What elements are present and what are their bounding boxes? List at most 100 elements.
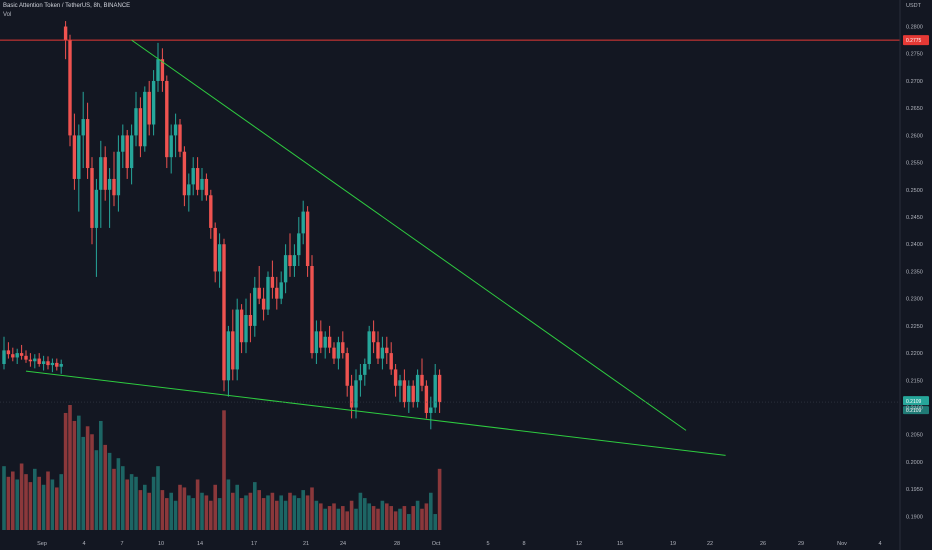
volume-bar [235,484,239,530]
candle-body [279,282,283,299]
candle-body [72,135,77,179]
price-tick: 0.2750 [906,52,923,58]
candle-body [173,124,178,136]
volume-bar [363,498,367,530]
candle-body [77,135,81,179]
candle-body [314,331,319,354]
candle-body [336,342,341,359]
time-tick: 4 [82,541,85,547]
volume-bar [283,500,288,530]
volume-bar [151,476,156,530]
volume-bar [349,500,354,530]
volume-bar [319,503,323,530]
volume-bar [248,492,253,530]
time-tick: 17 [251,541,257,547]
candle-body [283,255,288,283]
volume-bar [129,474,134,530]
time-tick: 8 [522,541,525,547]
time-tick: 10 [158,541,164,547]
candle-body [266,276,270,310]
volume-bar [55,487,59,530]
price-axis: 0.2800 0.2750 0.2700 0.2650 0.2600 0.2550 0.25… [899,0,923,550]
volume-bar [143,484,147,530]
candle-body [257,287,261,299]
candle-body [182,151,187,196]
candle-body [187,184,191,196]
volume-bar [305,495,310,530]
time-tick: 12 [576,541,582,547]
candle-body [165,80,169,158]
candle-body [37,358,41,364]
volume-bar [72,420,77,530]
time-tick: 24 [340,541,346,547]
volume-bar [217,498,222,530]
volume-bar [358,492,363,530]
volume-bar [11,471,15,530]
price-tick: 0.2650 [906,106,923,112]
candle-body [305,211,310,267]
currency-label: USDT [906,3,921,9]
volume-bar [270,492,275,530]
candle-body [327,336,332,348]
volume-bar [411,506,415,530]
volume-bar [63,412,68,530]
volume-bar [138,490,143,530]
volume-bar [81,436,85,530]
volume-bar [310,487,314,530]
volume-bar [94,450,99,530]
candle-body [319,331,323,348]
volume-bar [398,508,402,530]
volume-bar [19,463,24,530]
time-tick: 15 [617,541,623,547]
volume-bar [253,482,257,530]
candle-body [46,361,50,366]
candle-body [349,385,354,408]
candle-body [402,380,407,403]
volume-bar [231,492,235,530]
price-tick: 0.2000 [906,460,923,466]
price-tick: 0.2450 [906,215,923,221]
price-tick: 0.2200 [906,351,923,357]
candle-body [6,350,11,355]
candle-body [424,385,429,413]
volume-bar [244,495,248,530]
volume-bar [345,511,349,530]
price-tick: 0.2600 [906,133,923,139]
price-tick: 0.2400 [906,242,923,248]
candle-body [94,189,99,228]
horizontal-line-badge [903,35,929,46]
volume-bar [424,503,429,530]
last-price-secondary-badge [903,406,929,415]
candle-body [63,26,68,41]
candle-body [415,374,420,403]
price-tick: 0.2300 [906,297,923,303]
candle-body [11,354,15,358]
volume-bar [437,468,442,530]
price-tick: 0.2700 [906,79,923,85]
candle-body [367,331,371,364]
candles [2,21,442,430]
candle-body [81,119,85,136]
volume-bar [169,492,173,530]
candle-body [195,168,200,190]
time-tick: 7 [120,541,123,547]
candle-body [24,355,28,360]
candle-body [85,119,90,169]
candle-body [363,363,367,375]
volume-bar [288,492,292,530]
candle-body [411,385,415,403]
trendline-lower[interactable] [25,370,726,456]
price-tick: 0.2100 [906,406,923,412]
candle-body [125,135,129,169]
volume-bar [28,482,33,530]
candle-body [41,361,46,364]
volume-bar [279,495,283,530]
trendline-upper[interactable] [131,39,687,431]
volume-bar [341,506,345,530]
candle-body [433,374,437,408]
candle-body [297,233,301,256]
volume-bar [77,415,81,530]
volume-bar [429,492,433,530]
volume-bar [134,476,138,530]
